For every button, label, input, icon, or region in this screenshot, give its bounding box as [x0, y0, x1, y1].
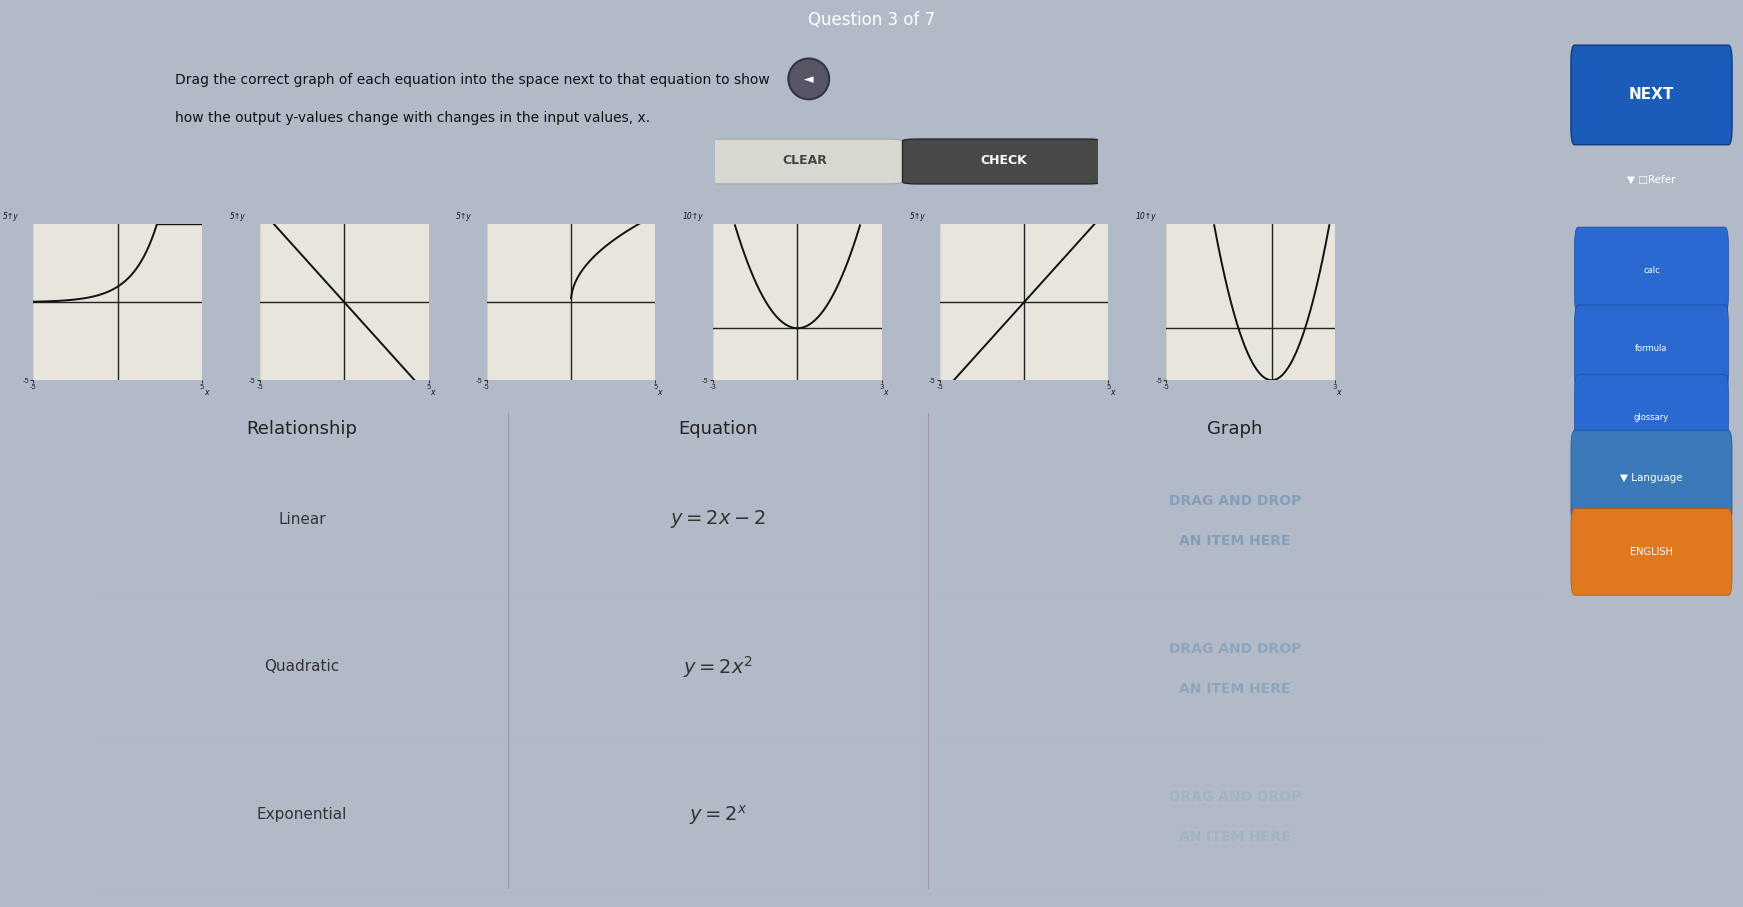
Text: glossary: glossary: [1633, 413, 1670, 422]
FancyBboxPatch shape: [1574, 305, 1729, 392]
Text: Drag the correct graph of each equation into the space next to that equation to : Drag the correct graph of each equation …: [176, 73, 770, 87]
FancyBboxPatch shape: [1574, 227, 1729, 314]
Text: x: x: [1337, 388, 1340, 397]
Text: $y = 2x - 2$: $y = 2x - 2$: [669, 508, 767, 530]
Text: ▼ □Refer: ▼ □Refer: [1628, 174, 1675, 184]
FancyBboxPatch shape: [1570, 509, 1733, 595]
Text: ENGLISH: ENGLISH: [1630, 547, 1673, 557]
Text: x: x: [884, 388, 887, 397]
Text: x: x: [431, 388, 434, 397]
Text: Question 3 of 7: Question 3 of 7: [809, 12, 934, 29]
FancyBboxPatch shape: [1574, 375, 1729, 461]
Text: x: x: [204, 388, 207, 397]
Text: formula: formula: [1635, 344, 1668, 353]
Text: $y = 2x^2$: $y = 2x^2$: [683, 654, 753, 680]
FancyBboxPatch shape: [1570, 431, 1733, 526]
Text: Exponential: Exponential: [256, 807, 347, 823]
Text: 10↑y: 10↑y: [1136, 212, 1157, 221]
Text: 5↑y: 5↑y: [457, 212, 472, 221]
FancyBboxPatch shape: [903, 139, 1102, 184]
Text: Linear: Linear: [279, 512, 326, 527]
Text: AN ITEM HERE: AN ITEM HERE: [1180, 682, 1292, 697]
Text: ▼ Language: ▼ Language: [1621, 473, 1682, 483]
Text: 5↑y: 5↑y: [230, 212, 246, 221]
Text: NEXT: NEXT: [1628, 87, 1675, 102]
Text: x: x: [1110, 388, 1114, 397]
Text: calc: calc: [1644, 266, 1659, 275]
Text: 5↑y: 5↑y: [3, 212, 19, 221]
Text: CHECK: CHECK: [981, 154, 1028, 168]
Text: ◄: ◄: [804, 73, 814, 86]
Text: Relationship: Relationship: [246, 420, 357, 438]
Text: $y = 2^x$: $y = 2^x$: [688, 803, 748, 827]
Text: DRAG AND DROP: DRAG AND DROP: [1170, 790, 1302, 805]
Text: Quadratic: Quadratic: [265, 659, 340, 675]
Text: AN ITEM HERE: AN ITEM HERE: [1180, 830, 1292, 844]
FancyBboxPatch shape: [1570, 45, 1733, 145]
Text: DRAG AND DROP: DRAG AND DROP: [1170, 642, 1302, 656]
Text: 10↑y: 10↑y: [683, 212, 704, 221]
Text: DRAG AND DROP: DRAG AND DROP: [1170, 494, 1302, 508]
Text: Graph: Graph: [1208, 420, 1264, 438]
Text: AN ITEM HERE: AN ITEM HERE: [1180, 534, 1292, 548]
Circle shape: [788, 59, 830, 100]
Text: how the output y-values change with changes in the input values, x.: how the output y-values change with chan…: [176, 111, 650, 125]
Text: Equation: Equation: [678, 420, 758, 438]
Text: 5↑y: 5↑y: [910, 212, 926, 221]
Text: CLEAR: CLEAR: [783, 154, 828, 168]
Text: x: x: [657, 388, 661, 397]
FancyBboxPatch shape: [708, 139, 903, 184]
